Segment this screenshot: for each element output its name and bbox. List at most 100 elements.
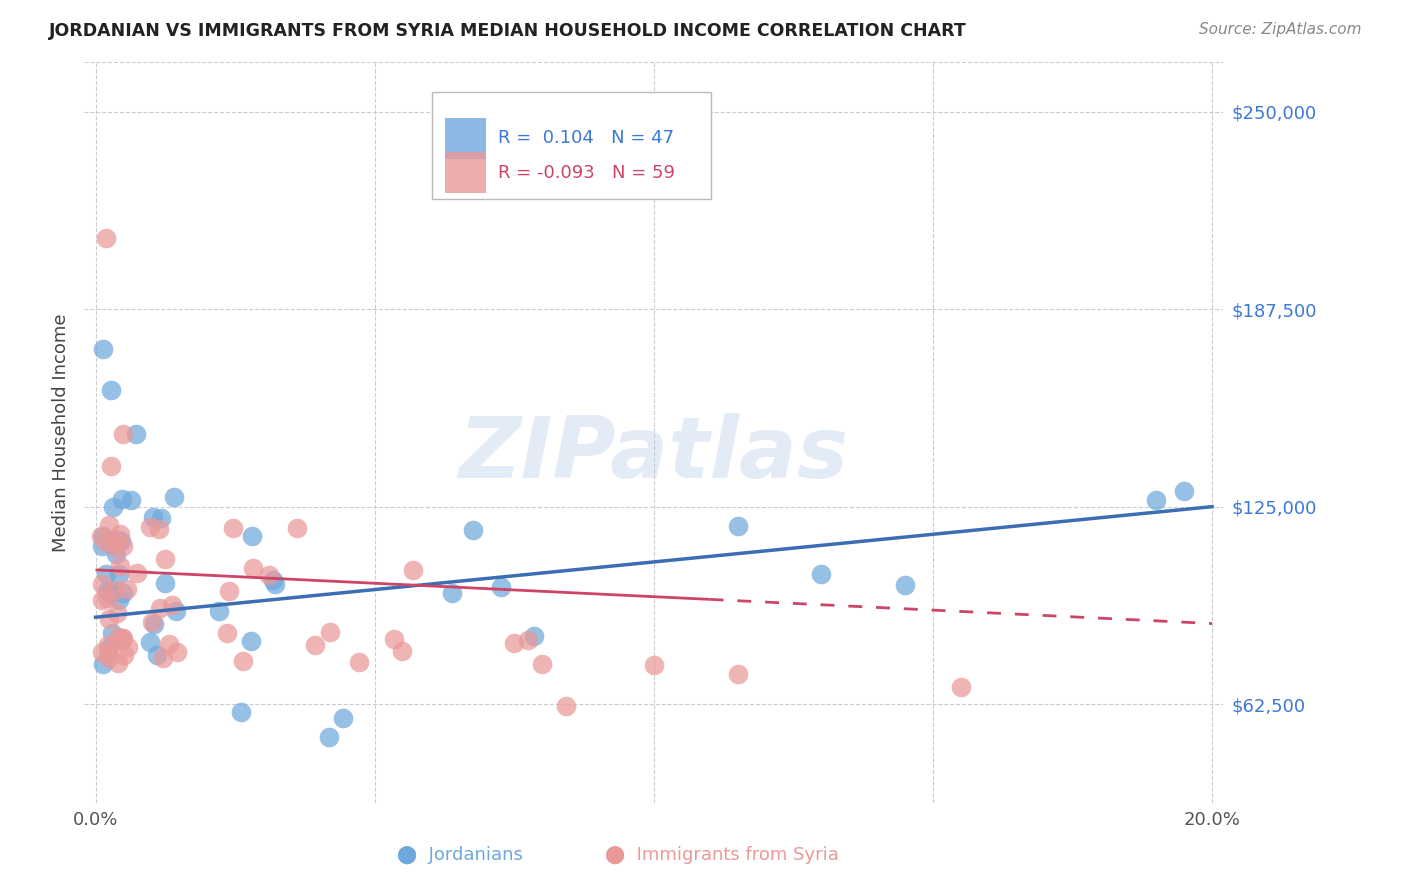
Point	[155, 575, 177, 590]
Point	[107, 656, 129, 670]
Point	[257, 568, 280, 582]
Point	[96, 231, 118, 245]
FancyBboxPatch shape	[432, 92, 711, 200]
Point	[148, 522, 170, 536]
Point	[100, 383, 122, 397]
Point	[112, 539, 135, 553]
Point	[90, 539, 112, 553]
Point	[100, 458, 122, 473]
Point	[94, 534, 117, 549]
Point	[111, 632, 134, 647]
Bar	[446, 153, 486, 193]
Point	[115, 582, 138, 596]
Point	[104, 540, 127, 554]
Point	[143, 616, 166, 631]
Point	[98, 612, 121, 626]
Point	[163, 490, 186, 504]
Point	[90, 528, 112, 542]
Point	[105, 533, 128, 547]
Point	[90, 576, 112, 591]
Point	[100, 536, 122, 550]
Point	[208, 604, 231, 618]
Point	[157, 636, 180, 650]
Point	[111, 427, 134, 442]
Point	[516, 633, 538, 648]
Point	[117, 640, 139, 655]
Point	[239, 633, 262, 648]
Point	[160, 599, 183, 613]
Point	[153, 551, 176, 566]
Point	[332, 711, 354, 725]
Point	[110, 632, 132, 646]
Point	[503, 636, 526, 650]
Point	[127, 566, 149, 580]
Point	[91, 342, 114, 356]
Text: Source: ZipAtlas.com: Source: ZipAtlas.com	[1198, 22, 1361, 37]
Point	[391, 644, 413, 658]
Point	[643, 657, 665, 672]
Point	[318, 731, 340, 745]
Point	[105, 534, 128, 549]
Point	[240, 529, 263, 543]
Point	[1144, 493, 1167, 508]
Point	[111, 491, 134, 506]
Point	[894, 577, 917, 591]
Point	[108, 566, 131, 581]
Point	[107, 593, 129, 607]
Point	[166, 604, 188, 618]
Text: ZIPatlas: ZIPatlas	[458, 413, 849, 496]
Point	[90, 645, 112, 659]
Point	[555, 698, 578, 713]
Text: R = -0.093   N = 59: R = -0.093 N = 59	[498, 163, 675, 182]
Point	[523, 629, 546, 643]
Point	[242, 561, 264, 575]
Point	[262, 573, 284, 587]
Point	[149, 600, 172, 615]
Point	[112, 648, 135, 662]
Point	[97, 651, 120, 665]
Point	[105, 548, 128, 562]
Point	[107, 630, 129, 644]
Point	[727, 667, 749, 681]
Point	[120, 493, 142, 508]
Point	[304, 638, 326, 652]
Point	[125, 427, 148, 442]
Point	[727, 519, 749, 533]
Point	[101, 500, 124, 515]
Point	[139, 520, 162, 534]
Point	[91, 529, 114, 543]
Point	[149, 511, 172, 525]
Point	[218, 584, 240, 599]
Text: ⬤  Immigrants from Syria: ⬤ Immigrants from Syria	[605, 846, 839, 863]
Point	[463, 523, 485, 537]
Point	[489, 580, 512, 594]
Text: JORDANIAN VS IMMIGRANTS FROM SYRIA MEDIAN HOUSEHOLD INCOME CORRELATION CHART: JORDANIAN VS IMMIGRANTS FROM SYRIA MEDIA…	[49, 22, 967, 40]
Point	[141, 615, 163, 630]
Point	[1173, 483, 1195, 498]
Point	[108, 526, 131, 541]
Bar	[446, 118, 486, 159]
Point	[152, 650, 174, 665]
Point	[98, 517, 121, 532]
Point	[402, 563, 425, 577]
Point	[110, 534, 132, 549]
Y-axis label: Median Household Income: Median Household Income	[52, 313, 70, 552]
Point	[96, 591, 118, 606]
Point	[101, 626, 124, 640]
Point	[96, 584, 118, 599]
Text: ⬤  Jordanians: ⬤ Jordanians	[398, 846, 523, 863]
Point	[146, 648, 169, 663]
Point	[287, 521, 309, 535]
Point	[97, 638, 120, 652]
Text: R =  0.104   N = 47: R = 0.104 N = 47	[498, 129, 673, 147]
Point	[949, 680, 972, 694]
Point	[111, 631, 134, 645]
Point	[382, 632, 405, 646]
Point	[264, 577, 287, 591]
Point	[232, 654, 254, 668]
Point	[531, 657, 554, 671]
Point	[98, 585, 121, 599]
Point	[111, 586, 134, 600]
Point	[110, 559, 132, 574]
Point	[222, 520, 245, 534]
